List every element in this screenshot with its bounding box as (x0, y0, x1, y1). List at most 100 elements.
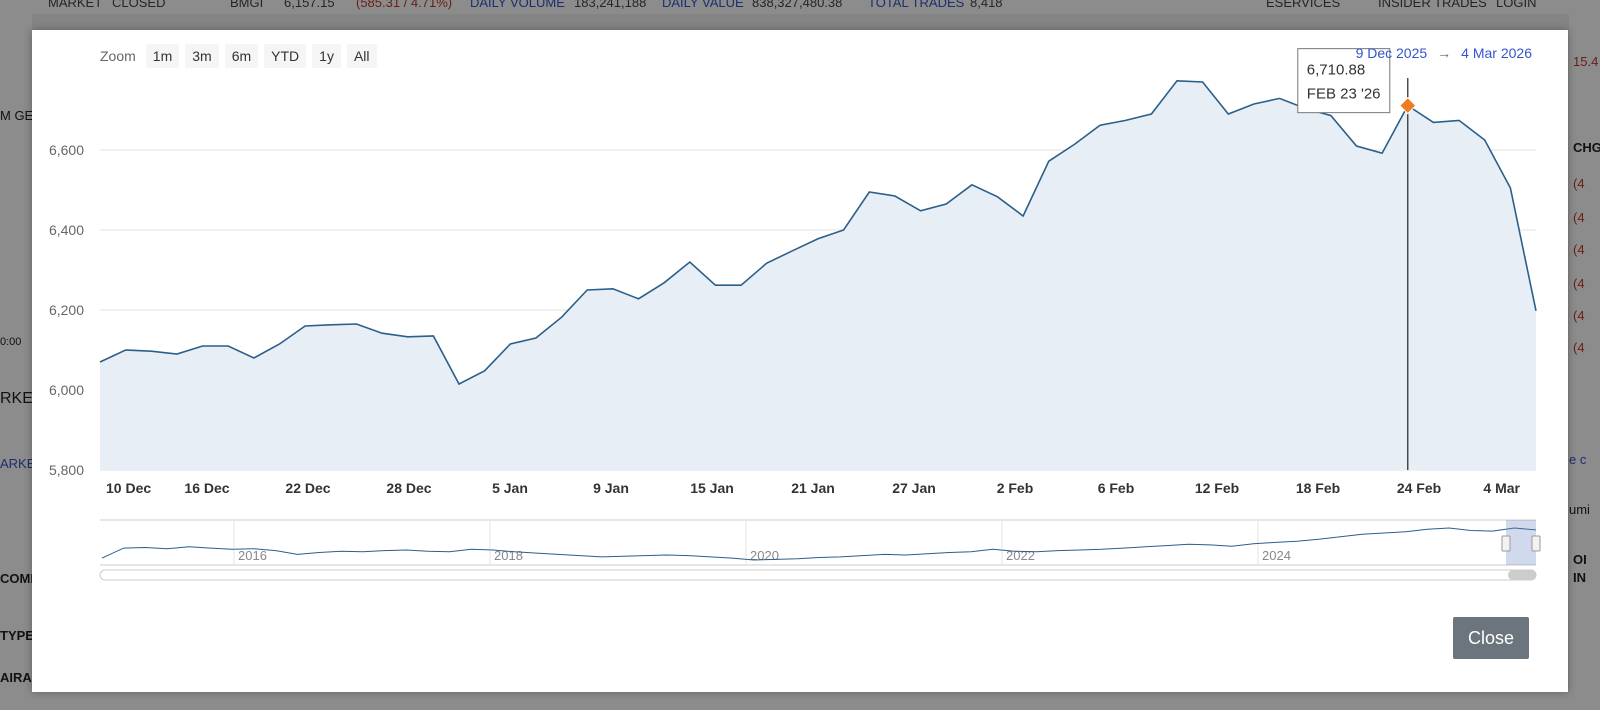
tooltip-box (1297, 48, 1391, 114)
index-chart[interactable]: 5,800 6,000 6,200 6,400 6,600 10 Dec 16 Dec 22… (32, 30, 1568, 692)
index-name: BMGI (230, 0, 264, 10)
navigator: 2016 2018 2020 2022 2024 (99, 519, 1541, 581)
data-point (1021, 214, 1026, 219)
data-point (149, 349, 154, 354)
data-point (328, 322, 333, 327)
market-status-label: MARKET (48, 0, 103, 10)
login-link[interactable]: LOGIN (1496, 0, 1537, 10)
range-display: 9 Dec 2025 → 4 Mar 2026 (1356, 45, 1532, 61)
zoom-1y-button[interactable]: 1y (312, 44, 341, 68)
area-series (98, 78, 1537, 471)
tooltip-date: FEB 23 '26 (1307, 86, 1381, 103)
bg-fragment: umi (1569, 502, 1590, 517)
x-tick-label: 4 Mar (1483, 480, 1520, 496)
data-point (98, 360, 103, 365)
zoom-6m-button[interactable]: 6m (224, 44, 259, 68)
navigator-year-label: 2024 (1262, 548, 1291, 563)
data-point (1508, 186, 1513, 191)
index-value: 6,157.15 (284, 0, 335, 10)
bg-fragment: 0:00 (0, 336, 22, 348)
series-line (99, 79, 1537, 386)
data-point (713, 283, 718, 288)
data-point (508, 342, 513, 347)
data-point (1457, 118, 1462, 123)
bg-fragment: M GEN (0, 108, 43, 123)
chart-modal: 5,800 6,000 6,200 6,400 6,600 10 Dec 16 Dec 22… (32, 30, 1568, 692)
bg-fragment: CHG (1573, 140, 1600, 155)
zoom-1m-button[interactable]: 1m (145, 44, 180, 68)
x-tick-label: 28 Dec (386, 480, 431, 496)
data-point (1072, 142, 1077, 147)
data-point (1098, 123, 1103, 128)
data-point (431, 334, 436, 339)
daily-value-label: DAILY VALUE (662, 0, 744, 10)
daily-value-value: 838,327,480.38 (752, 0, 843, 10)
zoom-ytd-button[interactable]: YTD (264, 44, 307, 68)
range-from-date[interactable]: 9 Dec 2025 (1355, 45, 1428, 61)
zoom-bar: Zoom 1m 3m 6m YTD 1y All (100, 44, 377, 68)
area-fill (100, 80, 1536, 471)
x-tick-label: 2 Feb (997, 480, 1034, 496)
close-button[interactable]: Close (1453, 617, 1529, 659)
tooltip-value: 6,710.88 (1307, 62, 1365, 79)
bg-fragment: ARKE (0, 456, 36, 471)
market-status-strip: MARKET CLOSED BMGI 6,157.15 (585.31 / 4.… (0, 0, 1600, 14)
background-left-column: M GEN 0:00 RKET ARKE COMP TYPE AIRARABIA (0, 14, 73, 710)
data-point (1482, 138, 1487, 143)
x-tick-label: 22 Dec (285, 480, 330, 496)
bg-fragment: e c (1569, 452, 1587, 467)
data-point (559, 315, 564, 320)
data-point (1431, 120, 1436, 125)
data-point (123, 348, 128, 353)
zoom-3m-button[interactable]: 3m (185, 44, 219, 68)
data-point (892, 194, 897, 199)
eservices-link[interactable]: ESERVICES (1266, 0, 1341, 10)
data-point (457, 382, 462, 387)
bg-fragment: (4 (1573, 308, 1585, 323)
data-point (1328, 113, 1333, 118)
x-tick-label: 24 Feb (1397, 480, 1441, 496)
x-tick-label: 10 Dec (106, 480, 151, 496)
data-point (277, 342, 282, 347)
total-trades-label: TOTAL TRADES (868, 0, 965, 10)
bg-fragment: (4 (1573, 210, 1585, 225)
data-point (944, 202, 949, 207)
data-point (636, 296, 641, 301)
data-point (687, 260, 692, 265)
data-point (1200, 80, 1205, 85)
navigator-handle-icon (1531, 535, 1541, 552)
data-point (1123, 118, 1128, 123)
data-point (739, 283, 744, 288)
zoom-all-button[interactable]: All (346, 44, 377, 68)
navigator-year-label: 2016 (238, 548, 267, 563)
bg-fragment: (4 (1573, 276, 1585, 291)
y-tick-label: 6,400 (49, 222, 84, 238)
index-change: (585.31 / 4.71%) (356, 0, 453, 10)
data-point (1251, 102, 1256, 107)
data-point (380, 331, 385, 336)
x-tick-label: 15 Jan (690, 480, 734, 496)
x-tick-label: 12 Feb (1195, 480, 1239, 496)
range-to-date[interactable]: 4 Mar 2026 (1461, 45, 1532, 61)
data-point (303, 324, 308, 329)
y-tick-label: 6,000 (49, 382, 84, 398)
navigator-selection (1506, 520, 1536, 565)
x-axis-ticks: 10 Dec 16 Dec 22 Dec 28 Dec 5 Jan 9 Jan 15 Jan… (106, 480, 1521, 496)
data-point (226, 344, 231, 349)
daily-volume-value: 183,241,188 (574, 0, 647, 10)
crosshair (1399, 78, 1417, 470)
insider-trades-link[interactable]: INSIDER TRADES (1378, 0, 1487, 10)
data-point (533, 336, 538, 341)
data-point (482, 368, 487, 373)
data-point (1175, 78, 1180, 83)
market-state-label: CLOSED (112, 0, 166, 10)
data-point (1226, 112, 1231, 117)
bg-fragment: (4 (1573, 242, 1585, 257)
navigator-handle-icon (1501, 535, 1511, 552)
navigator-series-line (101, 527, 1537, 561)
total-trades-value: 8,418 (970, 0, 1003, 10)
data-point (816, 236, 821, 241)
background-right-column: 15.4 CHG (4 (4 (4 (4 (4 (4 e c umi OI IN (1569, 14, 1600, 710)
bg-fragment: TYPE (0, 628, 34, 643)
bg-fragment: OI (1573, 552, 1587, 567)
